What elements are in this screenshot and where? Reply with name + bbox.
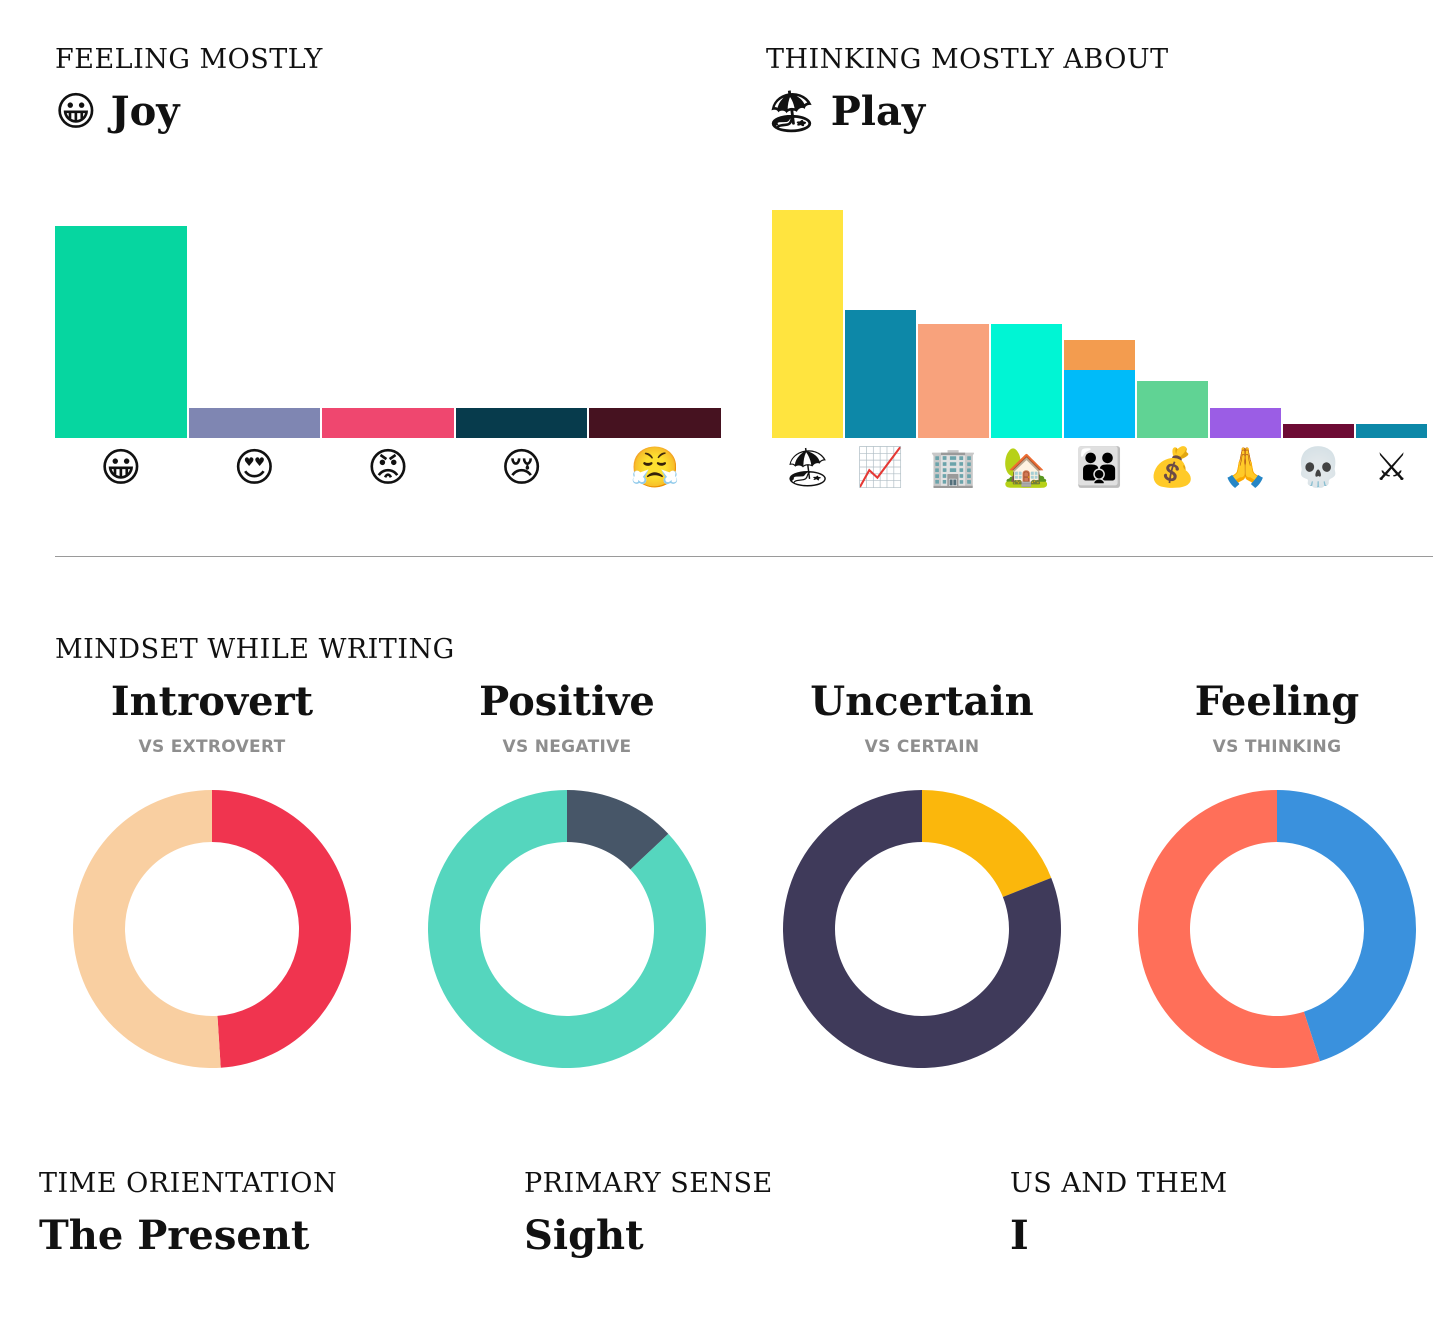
thinking-category-icon-3: 🏡 (1002, 445, 1051, 489)
feeling-category-icon-1: 😍 (233, 445, 276, 491)
donut-positive-slice-negative (567, 790, 669, 870)
thinking-bar-8 (1356, 424, 1427, 438)
feeling-category-icon-4: 😤 (630, 445, 681, 491)
thinking-bar-4-seg1 (1064, 339, 1135, 370)
time-orientation-heading: TIME ORIENTATION (39, 1168, 338, 1199)
donut-introvert-slice-introvert (72, 790, 221, 1068)
thinking-category-icon-2: 🏢 (929, 445, 978, 489)
mindset-title-introvert: Introvert (110, 678, 314, 725)
mindset-subtitle-feeling: VS THINKING (1212, 737, 1342, 757)
thinking-category-icon-0: 🏖 (783, 445, 832, 489)
feeling-bar-0 (55, 226, 187, 438)
feeling-category-icon-0: 😀 (99, 445, 142, 491)
thinking-bar-1 (845, 310, 916, 438)
primary-sense-heading: PRIMARY SENSE (524, 1168, 773, 1199)
section-divider (55, 556, 1433, 557)
thinking-category-icon-8: ⚔ (1374, 445, 1409, 489)
thinking-value: 🏖 Play (766, 88, 925, 135)
mindset-subtitle-uncertain: VS CERTAIN (864, 737, 980, 757)
thinking-value-text: Play (830, 88, 926, 135)
primary-sense-value: Sight (524, 1212, 644, 1259)
time-orientation-value: The Present (39, 1212, 310, 1259)
thinking-bar-7 (1283, 424, 1354, 438)
feeling-emoji: 😀 (55, 89, 97, 135)
thinking-bar-3 (991, 324, 1062, 438)
donut-introvert-extrovert (72, 790, 351, 1068)
thinking-bar-5 (1137, 381, 1208, 438)
donut-feeling-slice-thinking (1277, 790, 1416, 1062)
donut-uncertain-slice-uncertain (783, 790, 1061, 1068)
thinking-category-icon-6: 🙏 (1221, 445, 1270, 489)
thinking-category-icon-7: 💀 (1294, 445, 1343, 489)
feeling-category-icon-3: 😢 (500, 445, 543, 491)
mindset-subtitle-positive: VS NEGATIVE (502, 737, 632, 757)
feeling-bar-1 (188, 408, 321, 438)
thinking-emoji: 🏖 (766, 89, 817, 135)
feeling-value-text: Joy (110, 88, 180, 135)
donut-positive-slice-positive (428, 790, 706, 1068)
feeling-category-icon-2: 😡 (367, 445, 409, 491)
thinking-category-icon-4: 👪 (1075, 445, 1124, 489)
mindset-heading: MINDSET WHILE WRITING (55, 634, 455, 665)
us-and-them-value: I (1010, 1212, 1029, 1259)
mindset-title-feeling: Feeling (1194, 678, 1360, 725)
thinking-heading: THINKING MOSTLY ABOUT (766, 44, 1169, 75)
donut-uncertain-certain (783, 790, 1061, 1068)
donut-introvert-slice-extrovert (212, 790, 351, 1068)
us-and-them-heading: US AND THEM (1010, 1168, 1228, 1199)
feeling-heading: FEELING MOSTLY (55, 44, 323, 75)
donut-feeling-thinking (1138, 790, 1416, 1068)
thinking-bar-4 (1064, 369, 1135, 438)
thinking-category-icon-5: 💰 (1148, 445, 1197, 489)
donut-positive-negative (428, 790, 706, 1068)
feeling-bar-4 (589, 408, 721, 438)
thinking-category-icon-1: 📈 (856, 445, 905, 489)
thinking-bar-0 (772, 210, 843, 438)
donut-uncertain-slice-certain (922, 790, 1052, 897)
mindset-title-uncertain: Uncertain (810, 678, 1034, 725)
thinking-bar-6 (1210, 408, 1281, 438)
mindset-subtitle-introvert: VS EXTROVERT (138, 737, 286, 757)
mindset-title-positive: Positive (479, 678, 655, 725)
feeling-bar-2 (322, 408, 454, 438)
feeling-value: 😀 Joy (55, 88, 180, 135)
feeling-bar-3 (455, 408, 588, 438)
thinking-bar-2 (918, 324, 989, 438)
donut-feeling-slice-feeling (1138, 790, 1320, 1068)
